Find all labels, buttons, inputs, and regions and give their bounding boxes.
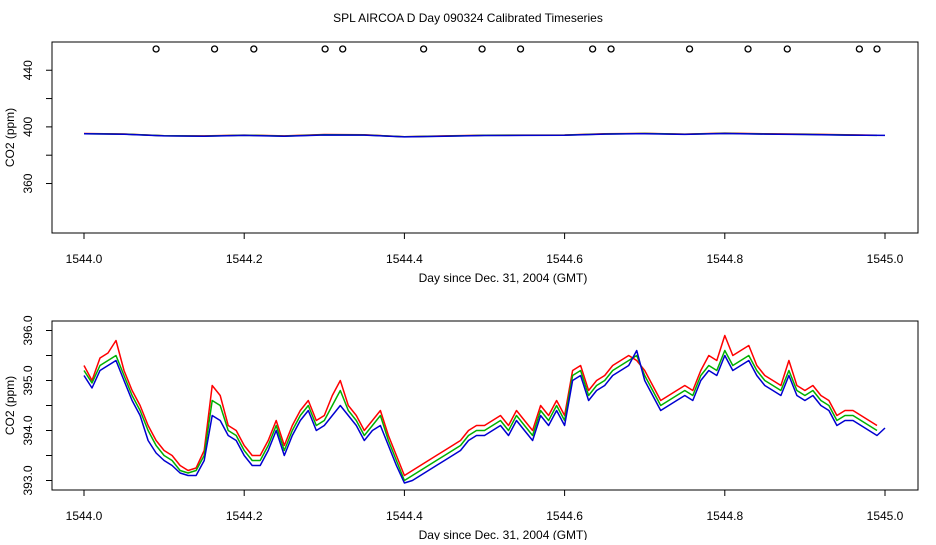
top-x-tick-label: 1545.0	[867, 252, 904, 266]
top-marker-point	[321, 45, 329, 53]
bottom-x-tick-label: 1545.0	[867, 509, 904, 523]
top-y-tick-label: 400	[21, 117, 35, 137]
top-x-tick-label: 1544.0	[66, 252, 103, 266]
top-x-tick-label: 1544.8	[706, 252, 743, 266]
bottom-x-tick-label: 1544.0	[66, 509, 103, 523]
top-marker-point	[210, 45, 219, 53]
top-marker-point	[873, 45, 881, 53]
top-marker-point	[250, 45, 258, 53]
bottom-series-group	[83, 334, 886, 484]
bottom-y-tick-label: 395.0	[21, 365, 35, 395]
bottom-series-line-red	[83, 334, 878, 477]
bottom-x-tick-label: 1544.8	[706, 509, 743, 523]
top-marker-point	[744, 45, 752, 53]
top-marker-point	[783, 45, 791, 53]
top-series-line-blue	[83, 132, 886, 138]
top-y-axis-label: CO2 (ppm)	[3, 108, 17, 167]
bottom-x-axis-label: Day since Dec. 31, 2004 (GMT)	[419, 528, 588, 540]
top-marker-point	[339, 45, 347, 53]
bottom-series-line-green	[83, 349, 878, 482]
top-series-group	[83, 132, 886, 138]
bottom-y-tick-label: 396.0	[21, 315, 35, 345]
top-x-tick-label: 1544.6	[546, 252, 583, 266]
bottom-series-line-blue	[83, 349, 886, 484]
bottom-x-tick-label: 1544.6	[546, 509, 583, 523]
bottom-y-axis-label: CO2 (ppm)	[3, 376, 17, 435]
bottom-y-tick-label: 393.0	[21, 465, 35, 495]
top-marker-point	[152, 45, 160, 53]
top-marker-point	[516, 45, 525, 53]
top-x-tick-label: 1544.2	[226, 252, 263, 266]
top-marker-point	[588, 45, 597, 53]
chart-bottom: 1544.0 1544.2 1544.4 1544.6 1544.8 1545.0 Day …	[3, 315, 919, 542]
bottom-x-tick-label: 1544.4	[386, 509, 423, 523]
top-x-axis-label: Day since Dec. 31, 2004 (GMT)	[419, 271, 588, 285]
top-marker-point	[855, 45, 864, 53]
top-y-tick-label: 440	[21, 60, 35, 80]
bottom-y-tick-label: 394.0	[21, 415, 35, 445]
top-marker-point	[419, 45, 428, 53]
top-marker-point	[607, 45, 615, 53]
top-x-tick-label: 1544.4	[386, 252, 423, 266]
bottom-x-tick-label: 1544.2	[226, 509, 263, 523]
top-plot-frame	[51, 41, 919, 234]
top-marker-point	[685, 45, 694, 53]
page-title: SPL AIRCOA D Day 090324 Calibrated Times…	[333, 11, 603, 25]
top-marker-point	[478, 45, 486, 53]
chart-top: 1544.0 1544.2 1544.4 1544.6 1544.8 1545.0 Day …	[3, 41, 919, 285]
top-y-tick-label: 360	[21, 173, 35, 193]
